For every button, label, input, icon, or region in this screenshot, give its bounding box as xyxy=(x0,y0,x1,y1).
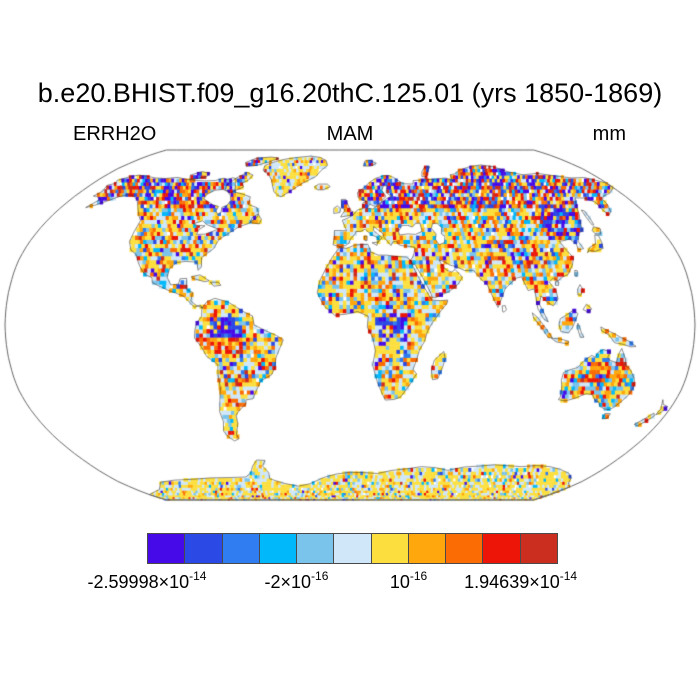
colorbar-tick-label: -2.59998×10-14 xyxy=(87,569,207,592)
colorbar xyxy=(147,533,558,564)
colorbar-box xyxy=(370,533,409,564)
colorbar-box xyxy=(184,533,223,564)
season-label: MAM xyxy=(326,123,374,145)
colorbar-box xyxy=(296,533,335,564)
colorbar-box xyxy=(519,533,558,564)
colorbar-box xyxy=(407,533,447,564)
colorbar-tick-label: -2×10-16 xyxy=(264,569,329,592)
colorbar-tick-label: 1.94639×10-14 xyxy=(464,569,578,592)
colorbar-box xyxy=(221,533,260,564)
colorbar-box xyxy=(333,533,372,564)
colorbar-box xyxy=(258,533,298,564)
units-label: mm xyxy=(592,123,626,145)
colorbar-tick-label: 10-16 xyxy=(389,569,428,592)
page-title: b.e20.BHIST.f09_g16.20thC.125.01 (yrs 18… xyxy=(37,78,663,108)
colorbar-box xyxy=(147,533,186,564)
colorbar-box xyxy=(445,533,484,564)
subtitle-row: ERRH2O MAM mm xyxy=(0,123,700,147)
colorbar-box xyxy=(482,533,521,564)
variable-label: ERRH2O xyxy=(73,123,157,145)
